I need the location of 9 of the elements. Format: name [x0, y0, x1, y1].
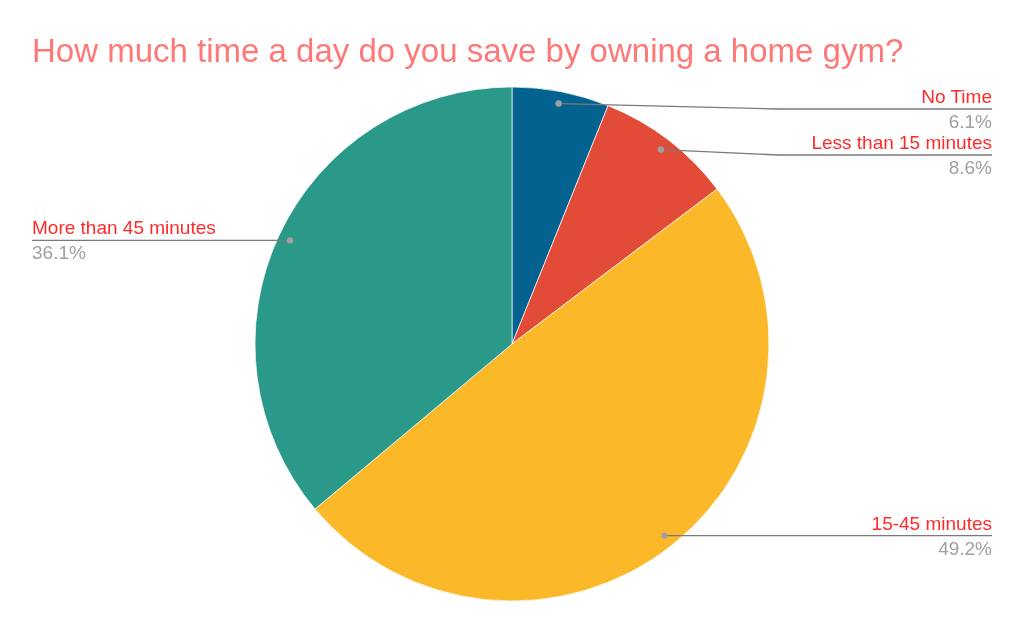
slice-label: Less than 15 minutes [811, 132, 992, 153]
chart-title: How much time a day do you save by owning a home gym? [32, 32, 904, 69]
data-label: 8.6% [948, 157, 993, 178]
data-label: 49.2% [938, 537, 993, 559]
slice-label: 15-45 minutes [871, 512, 992, 534]
data-label: 36.1% [32, 242, 86, 264]
data-label: 6.1% [948, 111, 993, 132]
slice-label: More than 45 minutes [32, 217, 216, 239]
slice-label: No Time [921, 86, 992, 107]
